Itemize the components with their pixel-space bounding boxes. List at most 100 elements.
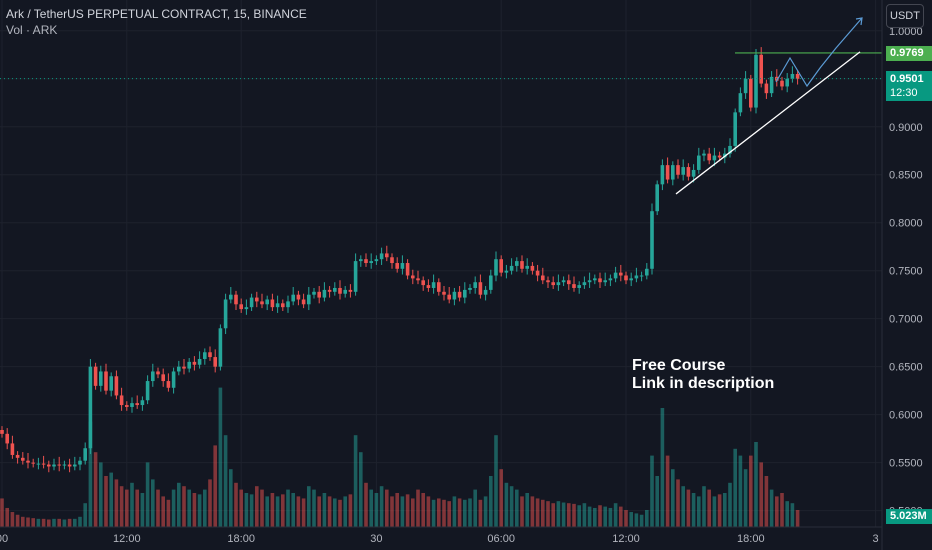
volume-bar bbox=[286, 489, 290, 527]
candle-body bbox=[733, 112, 737, 146]
candle-body bbox=[301, 299, 306, 305]
volume-bar bbox=[572, 503, 576, 527]
volume-bar bbox=[83, 503, 87, 527]
volume-bar bbox=[390, 496, 394, 527]
candle-body bbox=[567, 280, 571, 285]
volume-bar bbox=[535, 498, 540, 527]
candle-body bbox=[561, 280, 566, 283]
candle-body bbox=[535, 270, 540, 276]
candle-body bbox=[161, 374, 165, 382]
candle-body bbox=[483, 289, 488, 295]
candle-body bbox=[509, 265, 514, 271]
volume-bar bbox=[182, 486, 186, 527]
volume-bar bbox=[135, 489, 139, 527]
volume-bar bbox=[525, 493, 529, 527]
candle-body bbox=[99, 371, 103, 386]
candle-body bbox=[405, 263, 410, 276]
volume-bar bbox=[307, 486, 311, 527]
time-axis[interactable]: 00 12:00 18:00 30 06:00 12:00 18:00 3 bbox=[0, 533, 879, 545]
volume-bar bbox=[743, 469, 748, 527]
volume-bar bbox=[265, 496, 269, 527]
candle-body bbox=[203, 352, 207, 359]
candle-body bbox=[333, 287, 337, 292]
volume-bar bbox=[385, 489, 389, 527]
volume-bar bbox=[312, 489, 316, 527]
candle-body bbox=[218, 328, 223, 367]
volume-bar bbox=[67, 518, 72, 527]
volume-bar bbox=[151, 479, 155, 527]
volume-bar bbox=[109, 472, 113, 527]
candle-body bbox=[359, 259, 363, 262]
y-tick-label: 0.7000 bbox=[889, 314, 923, 326]
candle-body bbox=[379, 253, 384, 260]
candle-body bbox=[21, 457, 25, 461]
volume-bar bbox=[0, 498, 4, 527]
candle-body bbox=[504, 270, 509, 273]
volume-bar bbox=[556, 501, 561, 527]
candle-body bbox=[686, 167, 691, 177]
candle-body bbox=[88, 366, 93, 449]
candle-body bbox=[738, 93, 743, 113]
volume-bar bbox=[187, 489, 191, 527]
volume-bar bbox=[717, 494, 722, 527]
volume-bar bbox=[327, 496, 332, 527]
candle-body bbox=[790, 73, 795, 79]
candle-body bbox=[78, 460, 82, 465]
currency-button[interactable]: USDT bbox=[886, 4, 924, 28]
candle-body bbox=[665, 165, 670, 180]
candle-body bbox=[156, 371, 160, 375]
volume-bar bbox=[296, 496, 301, 527]
x-tick-label: 30 bbox=[370, 533, 382, 545]
volume-bar bbox=[177, 482, 181, 527]
candle-body bbox=[374, 259, 379, 262]
volume-bar bbox=[416, 489, 420, 527]
candle-body bbox=[442, 291, 446, 295]
candle-body bbox=[743, 78, 748, 94]
volume-bar bbox=[650, 455, 654, 527]
candle-body bbox=[223, 299, 228, 329]
volume-bar bbox=[681, 486, 685, 527]
candle-body bbox=[119, 395, 124, 406]
ascending-trendline[interactable] bbox=[675, 51, 861, 195]
volume-bar bbox=[348, 494, 353, 527]
projection-path[interactable] bbox=[775, 17, 863, 88]
candle-body bbox=[343, 289, 347, 294]
volume-bar bbox=[707, 489, 711, 527]
volume-bar bbox=[431, 499, 436, 527]
candle-body bbox=[411, 275, 415, 279]
volume-bar bbox=[795, 510, 800, 527]
candle-body bbox=[707, 153, 711, 161]
volume-bar bbox=[473, 489, 477, 527]
volume-bar bbox=[619, 506, 623, 527]
x-tick-label: 3 bbox=[873, 533, 879, 545]
volume-bar bbox=[639, 514, 644, 527]
volume-bar bbox=[629, 512, 633, 527]
volume-bar bbox=[624, 510, 628, 527]
candle-body bbox=[322, 289, 327, 298]
volume-bar bbox=[723, 493, 727, 527]
volume-bar bbox=[405, 494, 410, 527]
candle-body bbox=[759, 54, 763, 84]
volume-bar bbox=[691, 493, 696, 527]
volume-bar bbox=[598, 505, 602, 527]
candle-body bbox=[83, 448, 87, 461]
candle-body bbox=[135, 403, 139, 406]
volume-bar bbox=[203, 489, 207, 527]
candle-body bbox=[73, 464, 77, 467]
candle-body bbox=[717, 155, 722, 158]
candle-body bbox=[676, 165, 680, 175]
volume-bar bbox=[379, 486, 384, 527]
candle-body bbox=[499, 259, 503, 273]
volume-bar bbox=[769, 489, 774, 527]
volume-bar bbox=[483, 496, 488, 527]
volume-bar bbox=[509, 486, 514, 527]
candle-body bbox=[629, 278, 633, 281]
candle-body bbox=[749, 78, 753, 108]
volume-bar bbox=[26, 517, 30, 527]
volume-bar bbox=[99, 462, 103, 527]
volume-bar bbox=[442, 499, 446, 527]
volume-bar bbox=[780, 493, 784, 527]
candle-body bbox=[15, 454, 20, 458]
